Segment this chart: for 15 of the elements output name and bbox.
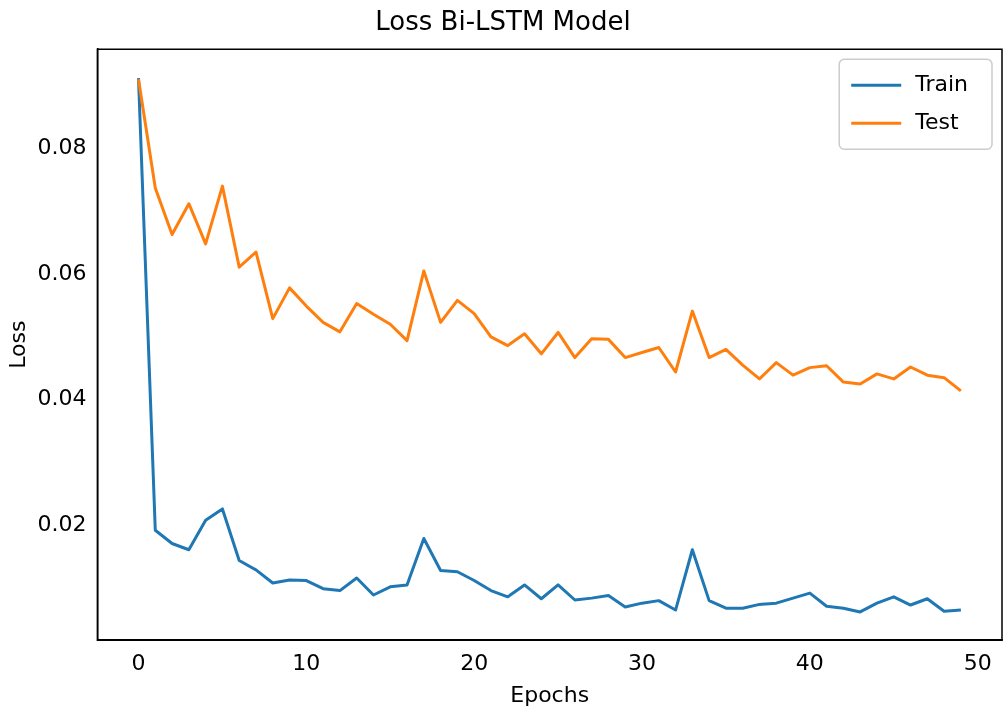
x-tick-label: 50 <box>963 650 992 676</box>
legend-label: Train <box>914 70 969 96</box>
x-tick-label: 30 <box>628 650 656 676</box>
y-tick-label: 0.02 <box>37 510 87 536</box>
x-tick-label: 10 <box>292 650 321 676</box>
y-tick-label: 0.04 <box>37 385 87 411</box>
legend-label: Test <box>914 108 959 134</box>
x-tick-label: 40 <box>795 650 824 676</box>
y-tick-label: 0.08 <box>37 134 87 160</box>
y-tick-label: 0.06 <box>37 259 87 285</box>
x-tick-label: 0 <box>131 650 146 676</box>
x-tick-label: 20 <box>460 650 489 676</box>
chart-title: Loss Bi-LSTM Model <box>375 6 631 37</box>
x-axis-title: Epochs <box>510 681 590 707</box>
y-axis-title: Loss <box>4 320 30 369</box>
